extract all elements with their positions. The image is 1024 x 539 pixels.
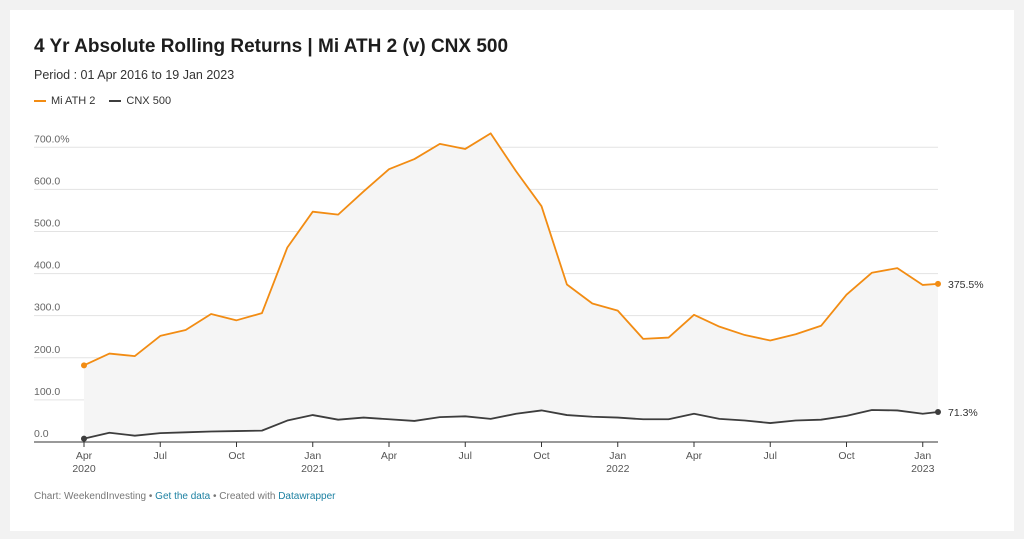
series-line-cnx-500 [83, 409, 939, 440]
y-tick-label: 0.0 [34, 428, 49, 440]
x-tick-label: Apr [76, 450, 93, 462]
x-tick-label: Jul [459, 450, 472, 462]
x-tick-label: Apr [381, 450, 398, 462]
x-tick-label: Oct [533, 450, 549, 462]
footer-credit: Chart: WeekendInvesting [34, 491, 147, 502]
y-tick-label: 300.0 [34, 302, 60, 314]
get-data-link[interactable]: Get the data [155, 491, 211, 502]
legend-swatch-mi-ath-2 [34, 100, 46, 102]
chart-card: 4 Yr Absolute Rolling Returns | Mi ATH 2… [10, 10, 1014, 531]
footer-created-with: • Created with [210, 491, 279, 502]
legend-label-cnx-500: CNX 500 [126, 95, 172, 107]
series-line-mi-ath-2 [83, 132, 939, 367]
x-tick-label: Apr [686, 450, 703, 462]
x-tick-year-label: 2020 [72, 463, 96, 475]
x-tick-label: Jul [764, 450, 777, 462]
y-tick-label: 500.0 [34, 217, 60, 229]
area-between-series [84, 133, 938, 439]
series-lines [81, 132, 941, 442]
x-tick-label: Jan [304, 450, 321, 462]
x-tick-year-label: 2023 [911, 463, 935, 475]
x-tick-label: Oct [838, 450, 854, 462]
y-tick-label: 600.0 [34, 175, 60, 187]
footer-separator: • [146, 491, 156, 502]
area-fill [84, 133, 938, 439]
legend-label-mi-ath-2: Mi ATH 2 [51, 95, 96, 107]
x-tick-label: Jan [914, 450, 931, 462]
line-chart: 0.0100.0200.0300.0400.0500.0600.0700.0% … [34, 132, 984, 475]
end-dot-cnx-500 [935, 408, 941, 415]
end-label-mi-ath-2: 375.5% [948, 279, 984, 291]
x-tick-label: Jul [154, 450, 167, 462]
legend: Mi ATH 2 CNX 500 [34, 95, 171, 107]
end-labels: 375.5% 71.3% [948, 279, 984, 419]
y-tick-label: 400.0 [34, 260, 60, 272]
start-dot-cnx-500 [81, 435, 87, 442]
y-axis: 0.0 100.0 200.0 300.0 400.0 500.0 600.0 700.0% [34, 133, 70, 440]
y-tick-label: 700.0% [34, 133, 70, 145]
datawrapper-link[interactable]: Datawrapper [278, 491, 336, 502]
x-tick-year-label: 2021 [301, 463, 325, 475]
y-tick-label: 100.0 [34, 386, 60, 398]
x-tick-label: Oct [228, 450, 244, 462]
y-tick-label: 200.0 [34, 344, 60, 356]
x-tick-label: Jan [609, 450, 626, 462]
start-dot-mi-ath-2 [81, 362, 87, 369]
x-tick-year-label: 2022 [606, 463, 630, 475]
chart-footer: Chart: WeekendInvesting • Get the data •… [34, 491, 335, 502]
chart-subtitle: Period : 01 Apr 2016 to 19 Jan 2023 [34, 68, 235, 82]
end-dot-mi-ath-2 [935, 280, 941, 287]
legend-swatch-cnx-500 [109, 100, 122, 102]
legend-item-mi-ath-2: Mi ATH 2 [34, 95, 95, 107]
legend-item-cnx-500: CNX 500 [109, 95, 171, 107]
chart-title: 4 Yr Absolute Rolling Returns | Mi ATH 2… [34, 36, 509, 57]
end-label-cnx-500: 71.3% [948, 407, 978, 419]
